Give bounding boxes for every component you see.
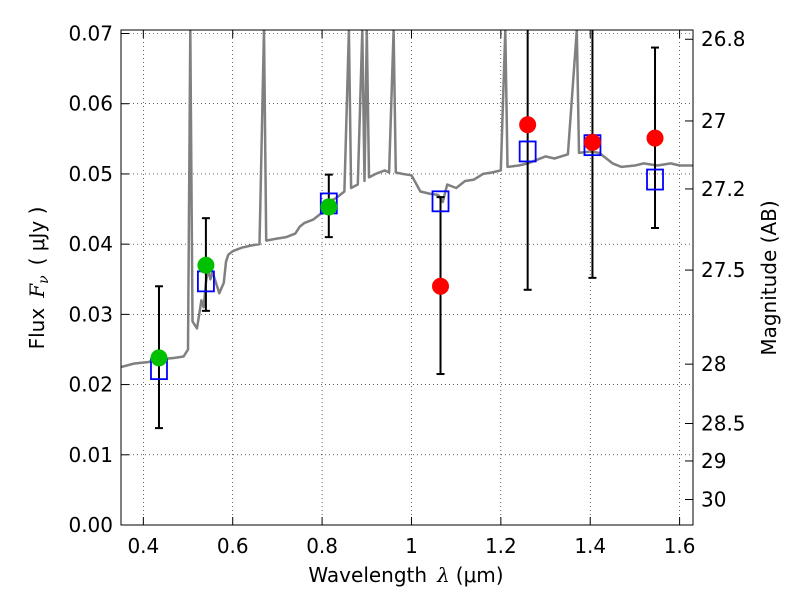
right-tick-label: 30 [701,488,726,512]
x-tick-label: 1.6 [664,534,696,558]
x-tick-label: 0.6 [217,534,249,558]
y-tick-label: 0.04 [68,232,113,256]
x-tick-label: 1.2 [485,534,517,558]
y-axis-subscript: ν [36,275,52,284]
upper-limit-point [646,129,664,147]
model-point [431,190,450,213]
upper-limit-point [432,277,450,295]
y-tick-label: 0.02 [68,373,113,397]
x-tick-label: 1.4 [574,534,606,558]
x-tick-label: 0.4 [127,534,159,558]
y-tick-label: 0.05 [68,162,113,186]
x-axis-label: Wavelength λ (μm) [308,563,503,587]
right-tick-label: 28.5 [701,412,746,436]
plot-area [121,30,693,430]
detection-point [197,256,215,274]
detection-point [150,349,168,367]
right-axis-label: Magnitude (AB) [757,200,781,355]
x-axis-unit: (μm) [456,563,504,587]
upper-limit-point [583,133,601,151]
ticks: 0.4 0.6 0.8 1 1.2 1.4 1.6 0.00 0.01 0.02 0.03 0.04 0… [68,22,745,558]
y-tick-label: 0.00 [68,513,113,537]
y-tick-label: 0.03 [68,302,113,326]
right-tick-label: 26.8 [701,27,746,51]
x-axis-label-text: Wavelength [308,563,427,587]
upper-limit-point [519,116,537,134]
right-tick-label: 27.2 [701,177,746,201]
y-tick-label: 0.06 [68,92,113,116]
y-axis-unit: ( μJy ) [25,207,49,266]
right-tick-label: 27 [701,109,726,133]
y-tick-label: 0.07 [68,22,113,46]
plot-frame [120,29,694,526]
model-point [646,168,664,191]
x-tick-label: 1 [405,534,418,558]
right-tick-label: 28 [701,352,726,376]
y-axis-label: Flux Fν ( μJy ) [25,207,52,350]
detection-point [320,198,338,216]
right-tick-label: 29 [701,449,726,473]
x-tick-label: 0.8 [306,534,338,558]
right-tick-label: 27.5 [701,258,746,282]
model-point [518,140,537,163]
y-axis-label-text: Flux [25,308,49,350]
x-axis-symbol: λ [436,563,450,587]
y-axis-symbol: F [25,283,49,299]
y-tick-label: 0.01 [68,443,113,467]
spectrum-line [121,30,693,369]
